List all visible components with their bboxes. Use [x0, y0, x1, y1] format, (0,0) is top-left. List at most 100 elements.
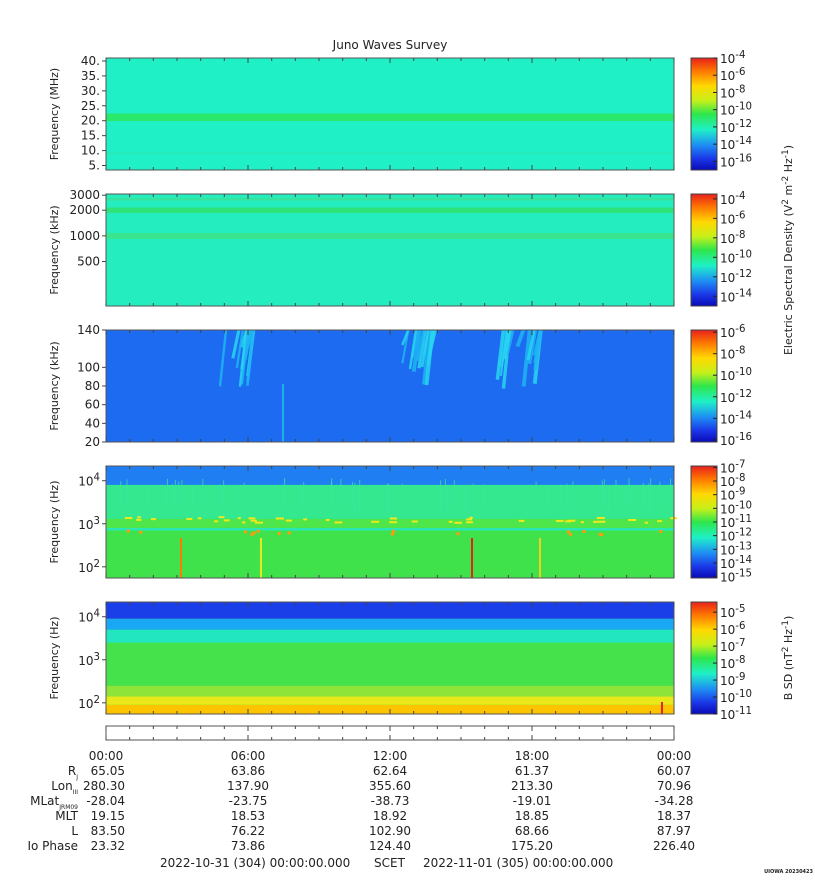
ephemeris-value: 83.50: [91, 824, 125, 838]
ephemeris-value: 87.97: [657, 824, 691, 838]
ephemeris-value: -28.04: [86, 794, 125, 808]
emission-patch: [254, 521, 264, 524]
spectral-band: [106, 484, 674, 519]
ephemeris-value: 68.66: [515, 824, 549, 838]
footer-end-time: 2022-11-01 (305) 00:00:00.000: [423, 856, 613, 870]
emission-patch: [285, 519, 293, 522]
y-axis-title: Frequency (Hz): [48, 481, 61, 564]
y-tick-label: 30.: [81, 84, 100, 98]
emission-streak: [495, 329, 506, 380]
colorbar-tick-label: 10-7: [720, 638, 745, 654]
emission-patch: [334, 521, 343, 524]
emission-streak: [533, 329, 543, 371]
ephemeris-value: -23.75: [229, 794, 268, 808]
y-tick-label: 3000: [69, 188, 100, 202]
ephemeris-value: 62.64: [373, 764, 407, 778]
ephemeris-value: 18.92: [373, 809, 407, 823]
ephemeris-value: 23.32: [91, 839, 125, 853]
ephemeris-value: 76.22: [231, 824, 265, 838]
y-tick-label: 60: [85, 398, 100, 412]
y-tick-label: 100: [77, 360, 100, 374]
spectral-band: [106, 207, 674, 214]
emission-streak: [411, 329, 422, 372]
emission-patch: [150, 518, 157, 521]
emission-streak: [401, 329, 410, 346]
colorbar-p4: 10-710-810-910-1010-1110-1210-1310-1410-…: [690, 459, 752, 585]
emission-patch: [237, 517, 241, 520]
emission-patch: [593, 520, 598, 523]
spectral-band: [106, 618, 674, 630]
emission-patch: [466, 518, 472, 521]
ephemeris-value: 61.37: [515, 764, 549, 778]
spectral-band: [106, 113, 674, 122]
colorbar-tick-label: 10-11: [720, 706, 752, 722]
spectral-band: [106, 685, 674, 697]
spectral-band: [106, 642, 674, 686]
emission-patch: [411, 520, 418, 523]
colorbar-tick-label: 10-10: [720, 102, 752, 118]
y-tick-label: 25.: [81, 99, 100, 113]
emission-patch: [555, 519, 564, 522]
colorbar-tick-label: 10-10: [720, 249, 752, 265]
colorbar-tick-label: 10-10: [720, 367, 752, 383]
emission-streak: [515, 329, 526, 348]
ephemeris-value: -34.28: [655, 794, 694, 808]
ephemeris-value: 226.40: [653, 839, 695, 853]
y-tick-label: 102: [78, 695, 100, 711]
emission-streak: [235, 329, 244, 369]
emission-patch: [197, 517, 202, 520]
emission-patch: [567, 530, 571, 534]
ephemeris-table: RJ 65.05 63.86 62.64 61.37 60.07 LonIII 280.30 1…: [27, 764, 695, 853]
emission-streak: [526, 329, 536, 361]
emission-patch: [569, 532, 573, 536]
emission-patch: [277, 532, 281, 536]
emission-patch: [567, 519, 576, 522]
ephemeris-label: MLT: [55, 809, 78, 823]
ephemeris-value: 18.53: [231, 809, 265, 823]
emission-patch: [303, 518, 308, 521]
emission-streak: [521, 329, 532, 387]
colorbar-title: Electric Spectral Density (V2 m-2 Hz-1): [781, 145, 795, 355]
colorbar-tick-label: 10-8: [720, 655, 745, 671]
colorbar-tick-label: 10-12: [720, 528, 752, 544]
y-tick-label: 10.: [81, 144, 100, 158]
colorbar-scale: [690, 193, 718, 307]
emission-patch: [469, 516, 473, 519]
emission-patch: [287, 531, 291, 535]
emission-patch: [126, 529, 130, 533]
y-tick-label: 15.: [81, 129, 100, 143]
emission-patch: [644, 521, 649, 524]
colorbar-tick-label: 10-12: [720, 119, 752, 135]
emission-patch: [454, 521, 463, 524]
ephemeris-value: 280.30: [83, 779, 125, 793]
y-tick-label: 80: [85, 379, 100, 393]
colorbar-p2: 10-4 10-6 10-8 10-10 10-12 10-14: [690, 191, 752, 307]
y-axis-title: Frequency (MHz): [48, 68, 61, 160]
ephemeris-value: 213.30: [511, 779, 553, 793]
y-tick-label: 500: [77, 254, 100, 268]
colorbar-tick-label: 10-15: [720, 569, 752, 585]
emission-streak: [238, 329, 248, 387]
colorbar-tick-label: 10-16: [720, 153, 752, 169]
emission-streak: [231, 329, 241, 359]
spectral-band: [106, 527, 674, 531]
footer-scet-label: SCET: [374, 856, 406, 870]
ephemeris-value: 63.86: [231, 764, 265, 778]
ephemeris-value: -19.01: [513, 794, 552, 808]
y-tick-label: 40.: [81, 54, 100, 68]
y-tick-label: 1000: [69, 229, 100, 243]
colorbar-tick-label: 10-6: [720, 324, 745, 340]
ephemeris-value: 137.90: [227, 779, 269, 793]
spectral-band: [106, 518, 674, 528]
colorbar-tick-label: 10-14: [720, 555, 752, 571]
ephemeris-value: 355.60: [369, 779, 411, 793]
x-tick-label: 00:00: [657, 749, 692, 763]
emission-streak: [424, 329, 435, 386]
y-tick-label: 103: [78, 652, 100, 668]
y-tick-label: 104: [78, 609, 100, 625]
chart-title: Juno Waves Survey: [332, 38, 448, 52]
